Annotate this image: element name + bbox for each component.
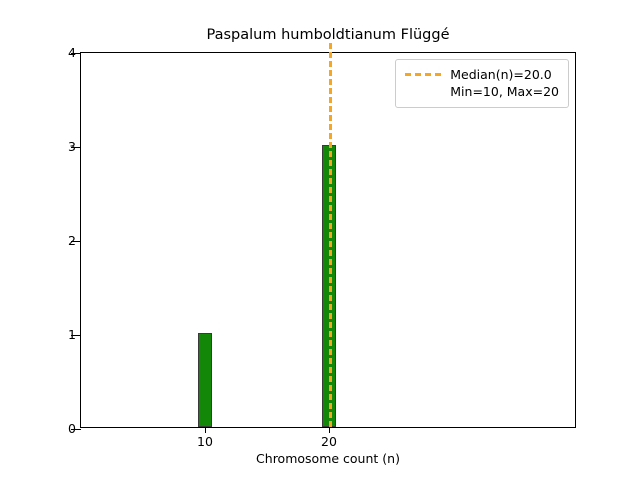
plot-area: 0 1 2 3 4 10 20 bbox=[68, 43, 576, 448]
y-tick-mark bbox=[71, 53, 81, 54]
dashed-line-icon bbox=[405, 73, 442, 76]
y-tick-mark bbox=[71, 335, 81, 336]
chart-title: Paspalum humboldtianum Flüggé bbox=[206, 27, 450, 43]
legend: Median(n)=20.0 Min=10, Max=20 bbox=[395, 59, 569, 108]
x-tick-mark bbox=[329, 427, 330, 433]
y-tick-mark bbox=[71, 147, 81, 148]
x-tick-mark bbox=[205, 427, 206, 433]
y-tick-mark bbox=[71, 429, 81, 430]
x-tick-label: 10 bbox=[197, 434, 213, 449]
y-tick-label: 3 bbox=[68, 138, 76, 154]
x-tick-label: 20 bbox=[321, 434, 337, 449]
legend-entry-median: Median(n)=20.0 bbox=[405, 66, 559, 83]
y-tick-label: 0 bbox=[68, 420, 76, 436]
legend-entry-minmax: Min=10, Max=20 bbox=[405, 83, 559, 100]
legend-label-minmax: Min=10, Max=20 bbox=[450, 84, 559, 99]
y-tick-label: 4 bbox=[68, 44, 76, 60]
legend-label-median: Median(n)=20.0 bbox=[450, 67, 552, 82]
bar-n-10 bbox=[198, 333, 212, 427]
median-line bbox=[329, 43, 332, 427]
y-tick-label: 1 bbox=[68, 326, 76, 342]
x-axis-label: Chromosome count (n) bbox=[256, 451, 400, 466]
y-tick-mark bbox=[71, 241, 81, 242]
y-tick-label: 2 bbox=[68, 232, 76, 248]
